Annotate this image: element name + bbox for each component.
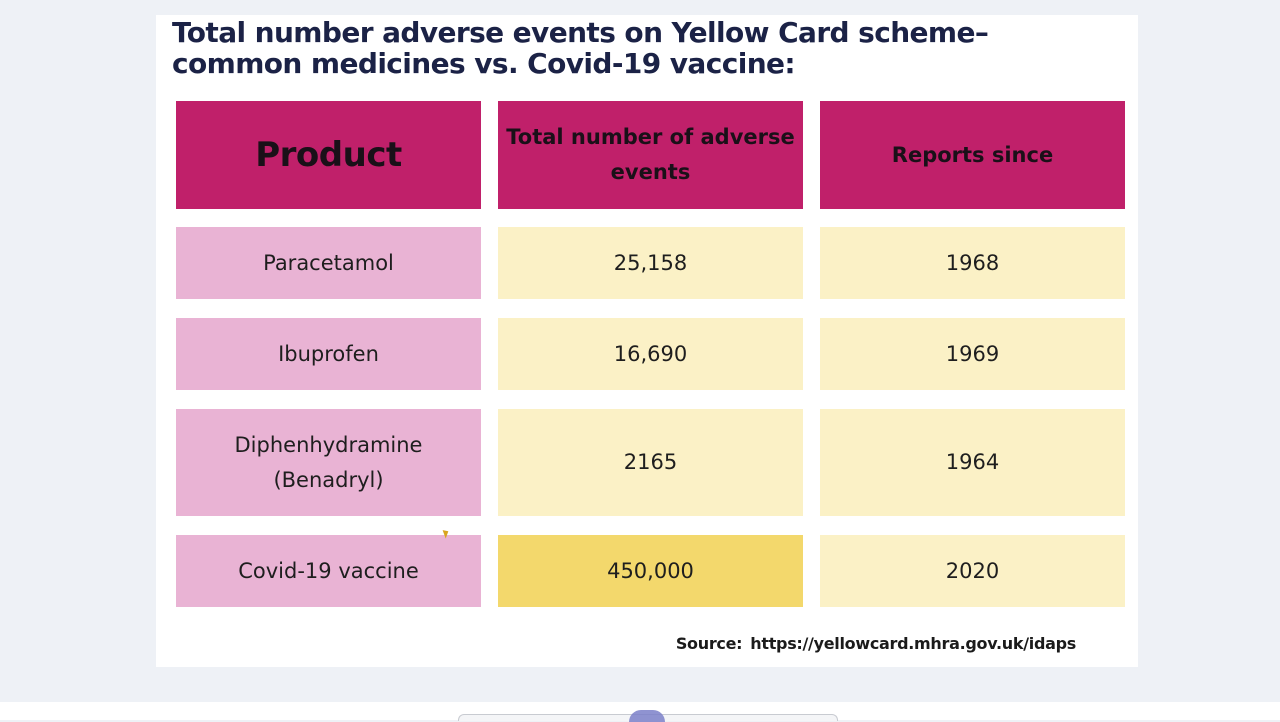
- since-cell-diphenhydramine: 1964: [820, 409, 1125, 516]
- since-cell-paracetamol: 1968: [820, 227, 1125, 299]
- header-product: Product: [176, 101, 481, 209]
- source-label: Source:: [675, 634, 743, 653]
- source-url[interactable]: https://yellowcard.mhra.gov.uk/idaps: [750, 634, 1076, 653]
- product-cell-paracetamol: Paracetamol: [176, 227, 481, 299]
- events-cell-diphenhydramine: 2165: [498, 409, 803, 516]
- player-knob-icon[interactable]: [629, 710, 665, 722]
- title-line-2: common medicines vs. Covid-19 vaccine:: [172, 47, 796, 80]
- slide: Total number adverse events on Yellow Ca…: [156, 15, 1138, 667]
- title-line-1: Total number adverse events on Yellow Ca…: [172, 16, 989, 49]
- events-cell-covid-vaccine: 450,000: [498, 535, 803, 607]
- events-cell-ibuprofen: 16,690: [498, 318, 803, 390]
- events-cell-paracetamol: 25,158: [498, 227, 803, 299]
- product-cell-covid-vaccine: Covid-19 vaccine: [176, 535, 481, 607]
- product-cell-ibuprofen: Ibuprofen: [176, 318, 481, 390]
- product-cell-diphenhydramine: Diphenhydramine (Benadryl): [176, 409, 481, 516]
- header-total-adverse-events: Total number of adverse events: [498, 101, 803, 209]
- slide-title: Total number adverse events on Yellow Ca…: [172, 17, 1072, 79]
- header-reports-since: Reports since: [820, 101, 1125, 209]
- since-cell-ibuprofen: 1969: [820, 318, 1125, 390]
- source-citation: Source: https://yellowcard.mhra.gov.uk/id…: [676, 634, 1076, 653]
- since-cell-covid-vaccine: 2020: [820, 535, 1125, 607]
